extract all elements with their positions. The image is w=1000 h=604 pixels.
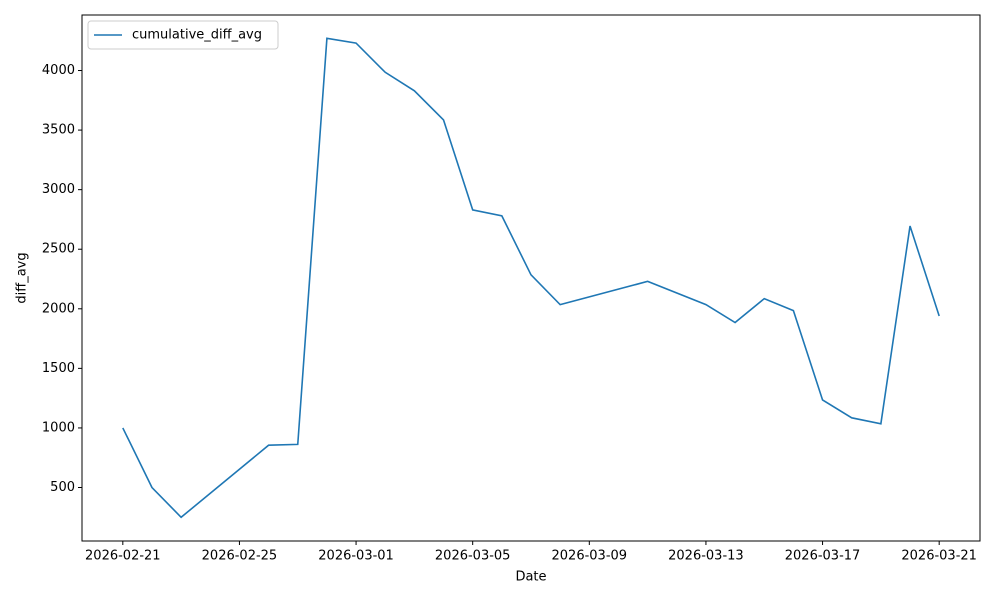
x-tick-label: 2026-02-25 [202, 549, 278, 564]
x-tick-label: 2026-03-09 [552, 549, 628, 564]
y-tick-label: 3000 [42, 182, 75, 197]
y-tick-label: 3500 [42, 123, 75, 138]
x-tick-label: 2026-03-21 [901, 549, 977, 564]
x-tick-label: 2026-03-13 [668, 549, 744, 564]
x-tick-label: 2026-02-21 [85, 549, 161, 564]
y-tick-label: 2000 [42, 301, 75, 316]
y-tick-label: 2500 [42, 242, 75, 257]
x-axis-label: Date [515, 570, 546, 585]
legend-box [87, 20, 279, 50]
legend-label: cumulative_diff_avg [132, 28, 262, 43]
y-axis-label: diff_avg [15, 252, 30, 303]
line [122, 37, 940, 519]
y-tick-label: 1500 [42, 361, 75, 376]
x-tick-label: 2026-03-05 [435, 549, 511, 564]
y-tick-label: 4000 [42, 63, 75, 78]
plot-frame [81, 14, 981, 542]
y-tick-label: 500 [50, 480, 75, 495]
x-tick-label: 2026-03-01 [318, 549, 394, 564]
x-tick-label: 2026-03-17 [785, 549, 861, 564]
y-tick-label: 1000 [42, 420, 75, 435]
